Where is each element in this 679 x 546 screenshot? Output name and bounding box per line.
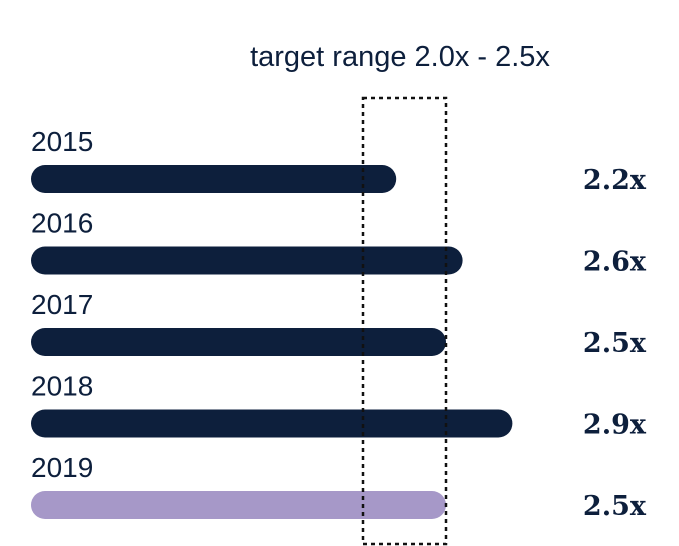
labels-layer: 2015 2.2x 2016 2.6x 2017 2.5x 2018 2.9x 2019 2.5x [31,126,647,522]
year-label-2019: 2019 [31,452,93,483]
bar-2016 [31,246,463,275]
value-label-2016: 2.6x [583,247,647,278]
value-label-2019: 2.5x [583,491,647,522]
year-label-2018: 2018 [31,371,93,402]
bar-2018 [31,409,513,438]
bar-2015 [31,165,397,193]
bars-layer [31,165,513,519]
value-label-2017: 2.5x [583,328,647,359]
bar-2017 [31,328,446,356]
value-label-2015: 2.2x [583,165,647,196]
target-range-box [361,96,448,546]
target-range-label: target range 2.0x - 2.5x [250,41,550,73]
value-label-2018: 2.9x [583,410,647,441]
year-label-2016: 2016 [31,208,93,239]
year-label-2015: 2015 [31,126,93,157]
bar-2019 [31,491,446,519]
year-label-2017: 2017 [31,289,93,320]
